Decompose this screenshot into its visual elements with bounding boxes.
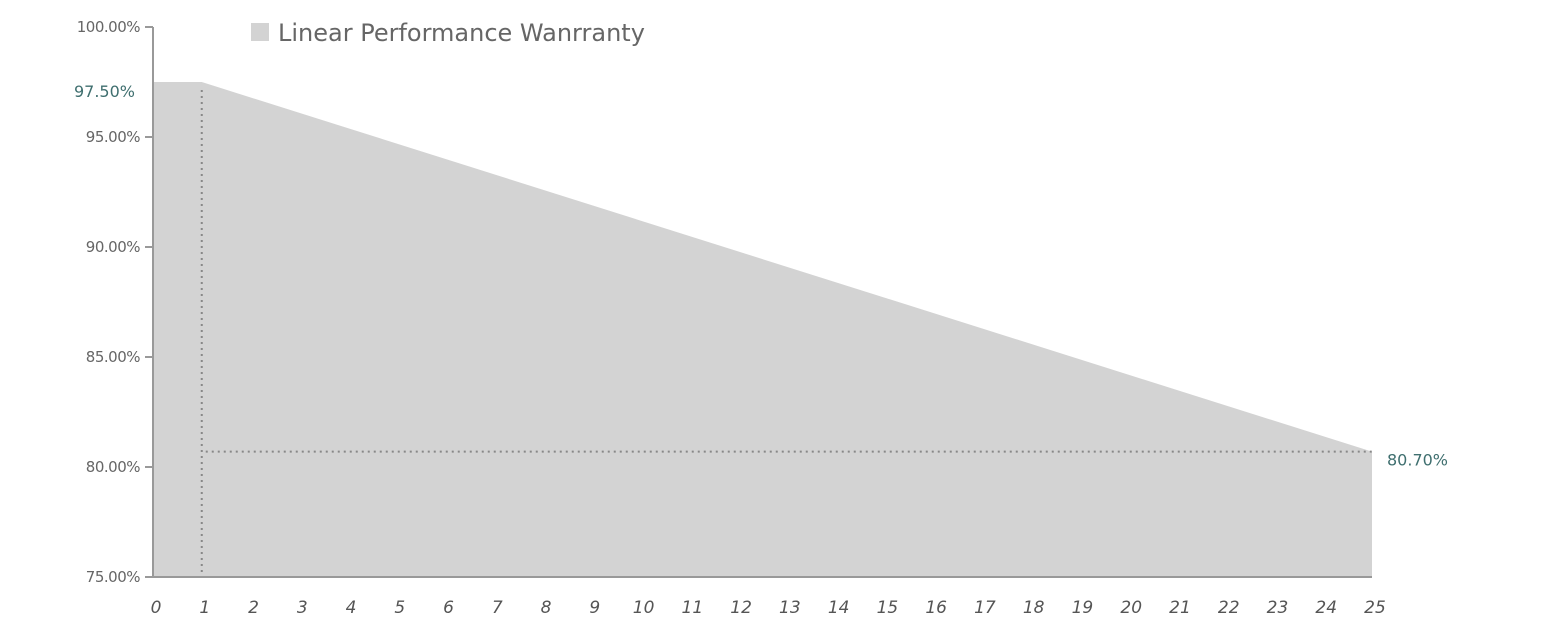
- x-tick-label: 24: [1315, 598, 1337, 618]
- legend: Linear Performance Wanrranty: [251, 19, 645, 47]
- x-tick-label: 22: [1218, 598, 1240, 618]
- x-tick-label: 16: [925, 598, 947, 618]
- y-tick-label: 90.00%: [86, 238, 140, 256]
- x-tick-label: 18: [1023, 598, 1045, 618]
- x-tick-label: 5: [394, 598, 405, 618]
- y-tick-label: 85.00%: [86, 348, 140, 366]
- x-tick-label: 15: [877, 598, 899, 618]
- x-tick-label: 19: [1072, 598, 1094, 618]
- x-tick-label: 1: [199, 598, 210, 618]
- x-tick-label: 21: [1169, 598, 1191, 618]
- x-tick-label: 11: [682, 598, 704, 618]
- x-tick-label: 13: [779, 598, 801, 618]
- legend-swatch: [251, 23, 269, 41]
- y-tick-label: 100.00%: [77, 18, 140, 36]
- annotations: 97.50% 80.70%: [74, 82, 1448, 470]
- x-tick-label: 10: [633, 598, 655, 618]
- reference-lines: [200, 90, 1372, 577]
- warranty-area: [153, 82, 1372, 577]
- y-axis-ticks: 75.00% 80.00% 85.00% 90.00% 95.00% 100.00%: [77, 18, 153, 586]
- value-annotation: 80.70%: [1387, 451, 1448, 470]
- axes: [152, 27, 1372, 578]
- x-tick-label: 0: [151, 598, 162, 618]
- x-tick-label: 20: [1120, 598, 1142, 618]
- y-tick-label: 75.00%: [86, 568, 140, 586]
- area-layer: [153, 82, 1372, 577]
- y-tick-label: 80.00%: [86, 458, 140, 476]
- x-tick-label: 17: [974, 598, 996, 618]
- x-axis-ticks: 0 1 2 3 4 5 6 7 8 9 10 11 12 13 14 15 16 17 18 19 20 21 22 23 24…: [151, 598, 1386, 618]
- x-tick-label: 25: [1364, 598, 1386, 618]
- x-tick-label: 2: [248, 598, 259, 618]
- x-tick-label: 9: [589, 598, 600, 618]
- x-tick-label: 14: [828, 598, 850, 618]
- x-tick-label: 6: [443, 598, 454, 618]
- x-tick-label: 12: [730, 598, 752, 618]
- x-tick-label: 7: [492, 598, 503, 618]
- x-tick-label: 3: [297, 598, 308, 618]
- legend-label: Linear Performance Wanrranty: [278, 19, 645, 47]
- x-tick-label: 23: [1267, 598, 1289, 618]
- value-annotation: 97.50%: [74, 82, 135, 101]
- y-tick-label: 95.00%: [86, 128, 140, 146]
- x-tick-label: 8: [541, 598, 552, 618]
- x-tick-label: 4: [346, 598, 357, 618]
